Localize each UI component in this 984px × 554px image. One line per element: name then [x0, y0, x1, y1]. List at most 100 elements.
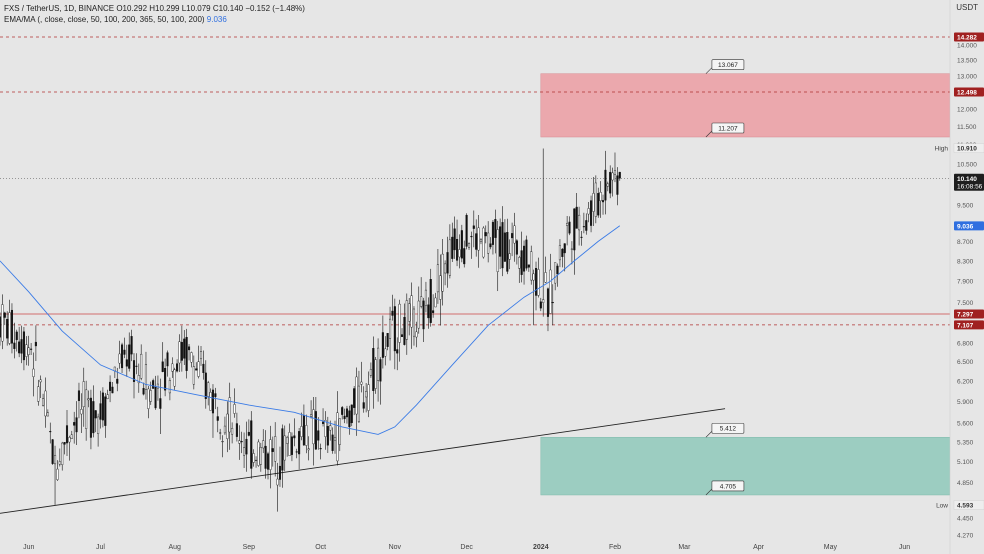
- candle: [424, 281, 427, 313]
- x-tick-label: Nov: [389, 544, 402, 551]
- candle: [156, 375, 159, 401]
- x-tick-label: Sep: [243, 544, 256, 551]
- ema-indicator-legend[interactable]: EMA/MA (, close, close, 50, 100, 200, 36…: [4, 14, 305, 25]
- candle: [389, 306, 392, 361]
- candle: [360, 361, 363, 393]
- candle-body: [94, 410, 97, 419]
- candle: [355, 367, 358, 436]
- candle: [384, 336, 387, 366]
- candle-body: [1, 304, 4, 342]
- candle: [585, 213, 588, 235]
- candle-body: [422, 300, 425, 330]
- candle: [266, 451, 270, 480]
- candle-body: [377, 347, 380, 381]
- candle-body: [432, 310, 435, 313]
- price-label-bg: [954, 87, 984, 97]
- candle-body: [322, 421, 325, 424]
- candle-body: [269, 439, 272, 470]
- candle: [487, 221, 490, 263]
- callout-box: [711, 122, 745, 134]
- candle-body: [10, 309, 14, 344]
- x-tick-label: Oct: [315, 544, 326, 551]
- candle-body: [530, 251, 533, 281]
- candle: [144, 351, 148, 400]
- candle-body: [42, 398, 45, 406]
- candle-body: [87, 398, 90, 401]
- candle-body: [331, 434, 334, 451]
- candle: [44, 377, 47, 428]
- candle-body: [582, 226, 585, 228]
- candle: [202, 350, 205, 380]
- candle: [111, 381, 114, 394]
- candle: [188, 343, 191, 361]
- candle: [465, 213, 468, 250]
- candle-body: [142, 388, 145, 395]
- candle: [32, 352, 35, 397]
- candle: [594, 175, 597, 224]
- candle-body: [140, 353, 143, 379]
- candle: [491, 220, 494, 255]
- candle: [199, 346, 203, 366]
- candle-body: [144, 364, 148, 390]
- y-tick-label: 8.300: [957, 258, 974, 265]
- candle-body: [70, 434, 73, 439]
- candle: [372, 336, 375, 409]
- candle-body: [132, 360, 136, 382]
- candle: [453, 216, 456, 259]
- candle-body: [506, 232, 509, 272]
- candle: [314, 396, 317, 450]
- candle-body: [570, 248, 573, 250]
- candle: [515, 239, 518, 265]
- candle-body: [568, 221, 571, 234]
- candle-body: [161, 361, 164, 372]
- candle: [109, 375, 112, 403]
- candle-body: [556, 265, 559, 274]
- candle: [121, 342, 124, 374]
- candle: [216, 406, 219, 433]
- candle-body: [350, 404, 353, 424]
- candle-body: [472, 225, 475, 229]
- candle-body: [360, 381, 363, 385]
- candle: [436, 249, 439, 304]
- y-tick-label: 5.600: [957, 421, 974, 428]
- y-tick-label: 11.500: [957, 124, 977, 131]
- candle: [568, 216, 571, 236]
- candle-body: [314, 411, 317, 450]
- candle: [173, 367, 176, 390]
- candle: [333, 420, 337, 454]
- candle: [599, 181, 602, 218]
- candle: [546, 287, 550, 332]
- y-tick-label: 5.100: [957, 459, 974, 466]
- y-tick-label: 13.000: [957, 73, 977, 80]
- price-label: 9.036: [957, 223, 974, 230]
- candle: [420, 277, 423, 309]
- candle-body: [168, 380, 171, 394]
- candle: [223, 416, 226, 435]
- candle: [415, 321, 418, 348]
- candle: [264, 430, 267, 479]
- candle-body: [8, 312, 11, 344]
- candle-body: [386, 333, 389, 347]
- candle-body: [518, 257, 521, 269]
- price-label: 14.282: [957, 35, 977, 42]
- candle-body: [508, 253, 511, 260]
- y-tick-label: 5.350: [957, 439, 974, 446]
- candle-body: [410, 295, 413, 328]
- candle: [180, 325, 183, 372]
- candle-body: [305, 425, 308, 446]
- candle-body: [463, 248, 466, 265]
- candle-body: [355, 376, 358, 415]
- candle-body: [613, 170, 617, 176]
- candle-body: [446, 252, 449, 274]
- candle: [566, 215, 569, 246]
- candle-body: [408, 303, 411, 322]
- candle-body: [525, 239, 528, 269]
- candle-body: [310, 414, 313, 417]
- candle-body: [307, 448, 310, 451]
- candle: [432, 294, 435, 318]
- candle-body: [580, 236, 583, 238]
- candle-body: [453, 228, 456, 251]
- candle-body: [609, 171, 612, 194]
- candle: [235, 412, 238, 442]
